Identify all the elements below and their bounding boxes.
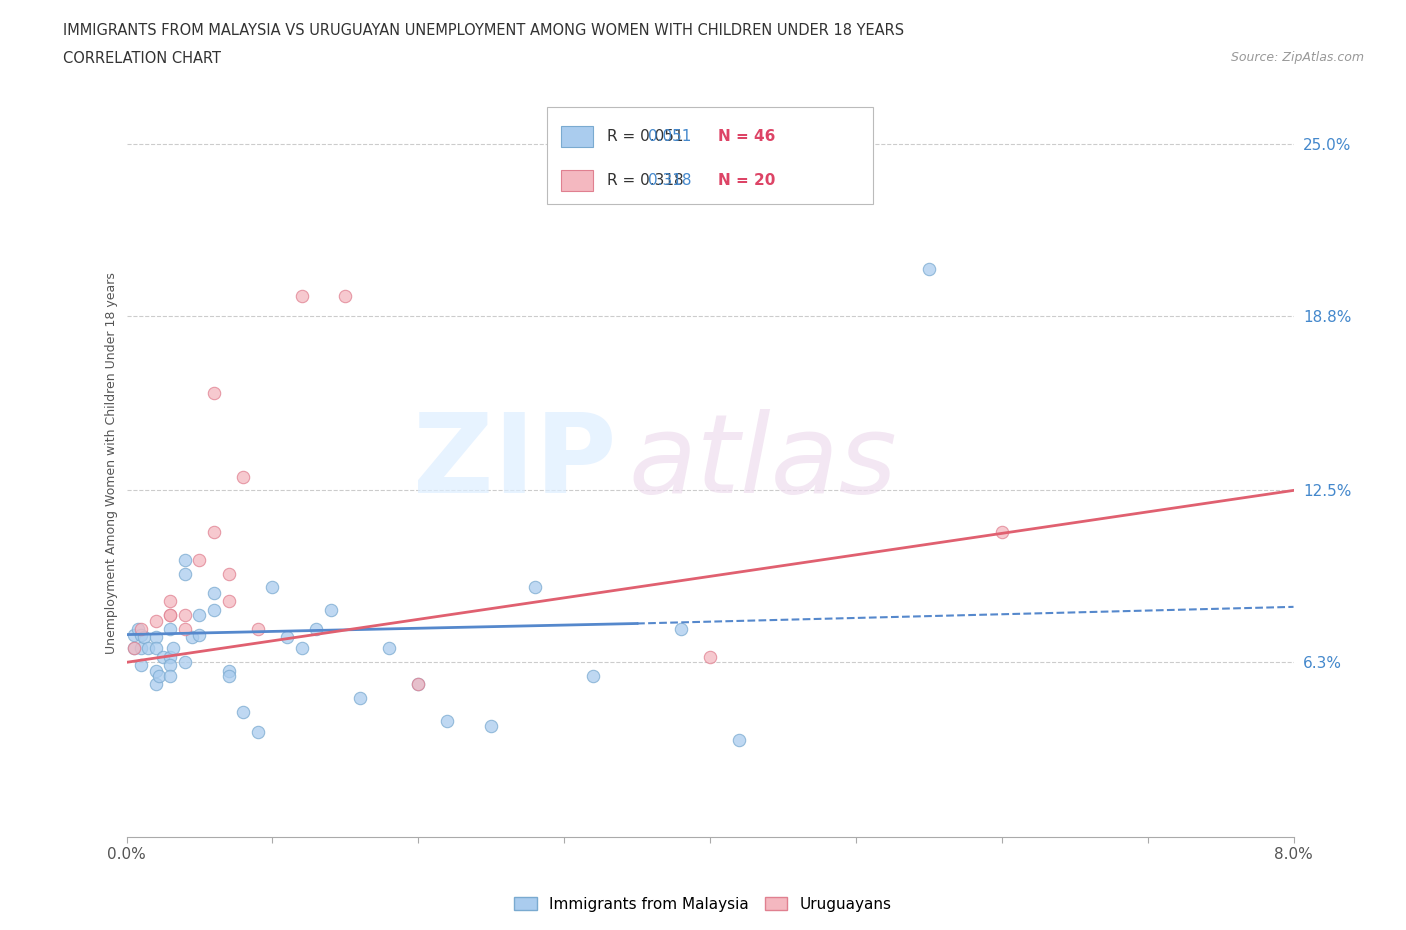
Point [699, 649, 721, 664]
Point [319, 603, 342, 618]
Point [159, 607, 181, 622]
Point [162, 641, 184, 656]
Point [159, 669, 181, 684]
Text: 0.318: 0.318 [648, 173, 692, 188]
Point [129, 658, 152, 672]
Point [122, 641, 145, 656]
Point [349, 691, 371, 706]
Y-axis label: Unemployment Among Women with Children Under 18 years: Unemployment Among Women with Children U… [105, 272, 118, 654]
Point [990, 525, 1012, 539]
Point [188, 607, 211, 622]
FancyBboxPatch shape [561, 169, 593, 191]
Point [188, 627, 211, 642]
Point [232, 705, 254, 720]
Point [174, 552, 197, 567]
Point [582, 669, 605, 684]
FancyBboxPatch shape [561, 126, 593, 147]
Point [202, 586, 225, 601]
Point [132, 630, 155, 644]
FancyBboxPatch shape [547, 107, 873, 205]
Point [218, 594, 240, 609]
Legend: Immigrants from Malaysia, Uruguayans: Immigrants from Malaysia, Uruguayans [508, 890, 898, 918]
Point [290, 641, 312, 656]
Point [159, 607, 181, 622]
Text: ZIP: ZIP [413, 409, 617, 516]
Point [148, 669, 170, 684]
Point [127, 621, 149, 636]
Text: R = 0.318: R = 0.318 [607, 173, 699, 188]
Point [129, 641, 152, 656]
Point [408, 677, 430, 692]
Point [159, 621, 181, 636]
Point [159, 594, 181, 609]
Point [246, 621, 269, 636]
Point [479, 719, 502, 734]
Point [129, 627, 152, 642]
Point [218, 663, 240, 678]
Text: CORRELATION CHART: CORRELATION CHART [63, 51, 221, 66]
Point [181, 630, 204, 644]
Point [728, 733, 751, 748]
Point [145, 677, 167, 692]
Point [202, 603, 225, 618]
Point [202, 525, 225, 539]
Point [174, 607, 197, 622]
Point [174, 655, 197, 670]
Point [378, 641, 401, 656]
Text: N = 20: N = 20 [718, 173, 776, 188]
Point [290, 289, 312, 304]
Point [232, 469, 254, 484]
Point [918, 261, 941, 276]
Text: N = 46: N = 46 [718, 128, 776, 144]
Point [145, 641, 167, 656]
Point [305, 621, 328, 636]
Point [152, 649, 174, 664]
Point [122, 627, 145, 642]
Point [188, 552, 211, 567]
Point [145, 663, 167, 678]
Point [669, 621, 692, 636]
Point [202, 386, 225, 401]
Point [276, 630, 298, 644]
Point [145, 630, 167, 644]
Text: atlas: atlas [628, 409, 897, 516]
Point [408, 677, 430, 692]
Point [174, 566, 197, 581]
Text: 0.051: 0.051 [648, 128, 692, 144]
Point [246, 724, 269, 739]
Point [122, 641, 145, 656]
Point [523, 580, 546, 595]
Point [145, 613, 167, 628]
Point [138, 641, 160, 656]
Point [218, 566, 240, 581]
Point [129, 621, 152, 636]
Point [218, 669, 240, 684]
Text: IMMIGRANTS FROM MALAYSIA VS URUGUAYAN UNEMPLOYMENT AMONG WOMEN WITH CHILDREN UND: IMMIGRANTS FROM MALAYSIA VS URUGUAYAN UN… [63, 23, 904, 38]
Point [159, 658, 181, 672]
Point [174, 621, 197, 636]
Point [262, 580, 284, 595]
Text: Source: ZipAtlas.com: Source: ZipAtlas.com [1230, 51, 1364, 64]
Point [436, 713, 458, 728]
Point [335, 289, 357, 304]
Point [159, 649, 181, 664]
Text: R = 0.051: R = 0.051 [607, 128, 699, 144]
